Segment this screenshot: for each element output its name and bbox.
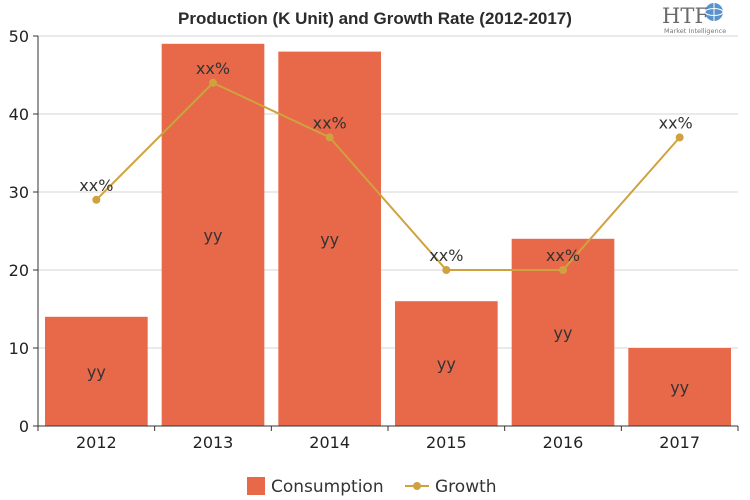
legend-label-consumption[interactable]: Consumption <box>271 477 384 497</box>
bar-data-label: yy <box>320 230 339 249</box>
growth-point-2013[interactable] <box>209 78 217 87</box>
growth-point-2015[interactable] <box>442 266 451 274</box>
y-axis: 0 10 20 30 40 50 <box>9 27 39 436</box>
legend-swatch-growth-dot <box>413 482 421 490</box>
growth-point-2012[interactable] <box>92 195 101 204</box>
bar-data-label: yy <box>87 362 106 381</box>
x-tick-label: 2015 <box>426 433 467 452</box>
point-annotation: xx% <box>659 113 693 132</box>
logo-subtext: Market Intelligence <box>664 27 726 35</box>
growth-line <box>95 81 681 271</box>
x-tick-label: 2016 <box>543 433 584 452</box>
y-tick-label: 10 <box>9 339 29 358</box>
x-tick-label: 2013 <box>193 433 234 452</box>
y-tick-label: 20 <box>9 261 29 280</box>
point-data-label: xx% <box>313 113 347 132</box>
x-tick-label: 2017 <box>659 433 700 452</box>
bar-2013[interactable] <box>161 43 265 427</box>
chart-title: Production (K Unit) and Growth Rate (201… <box>178 9 572 28</box>
bar-2017[interactable] <box>628 348 731 426</box>
bar-2012[interactable] <box>45 316 148 426</box>
growth-point-2014[interactable] <box>325 133 334 142</box>
y-tick-label: 40 <box>9 105 29 124</box>
logo-text: HTF <box>662 4 709 28</box>
line-series <box>92 78 684 274</box>
y-tick-label: 30 <box>9 183 29 202</box>
y-tick-label: 50 <box>9 27 29 46</box>
bar-data-label: yy <box>554 323 573 342</box>
bar-data-label: yy <box>204 226 223 245</box>
growth-point-2016[interactable] <box>559 266 567 274</box>
growth-point-2017[interactable] <box>675 133 684 142</box>
legend-label-growth[interactable]: Growth <box>435 477 497 497</box>
x-tick-label: 2014 <box>309 433 350 452</box>
y-tick-label: 0 <box>19 417 29 436</box>
globe-icon <box>704 3 724 21</box>
bar-data-label: yy <box>670 378 689 397</box>
htf-logo: HTF Market Intelligence <box>662 3 726 35</box>
bar-2015[interactable] <box>395 301 498 426</box>
legend-swatch-consumption <box>247 477 265 495</box>
x-tick-label: 2012 <box>76 433 117 452</box>
x-axis: 2012 2013 2014 2015 2016 2017 <box>37 425 739 452</box>
bar-labels: yy yy yy yy yy yy <box>87 226 689 397</box>
legend: Consumption Growth <box>247 477 497 497</box>
bar-data-label: yy <box>437 355 456 374</box>
point-labels: xx% xx% xx% xx% xx% xx% <box>79 59 692 265</box>
bar-series <box>45 43 731 427</box>
bar-2014[interactable] <box>278 51 381 426</box>
point-data-label: xx% <box>546 246 580 265</box>
point-data-label: xx% <box>79 176 113 195</box>
point-data-label: xx% <box>429 246 463 265</box>
point-data-label: xx% <box>196 59 230 78</box>
